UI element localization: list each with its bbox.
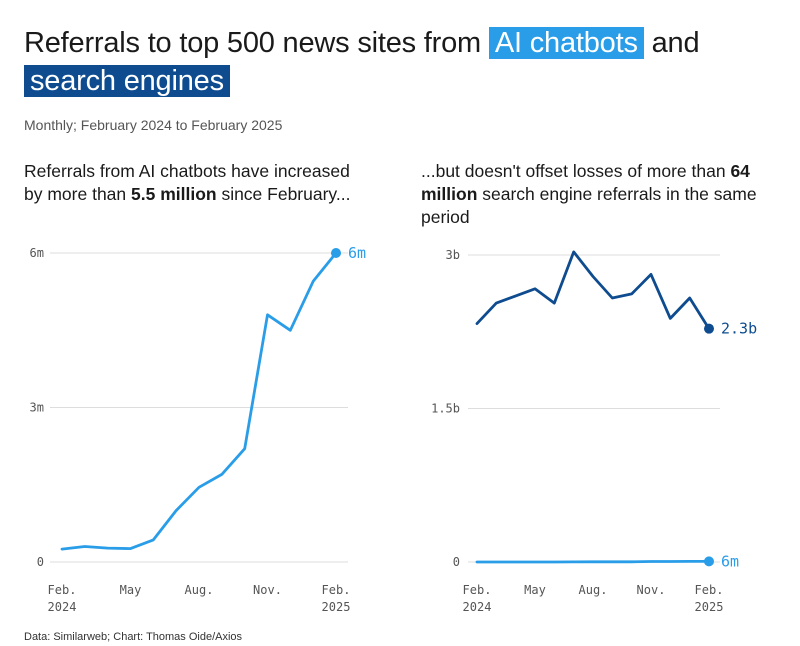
right-series-ai-chatbots-line (475, 560, 711, 564)
right-series-search-engines-end-point (704, 323, 714, 334)
left-x-tick-label: Aug. (185, 583, 214, 597)
right-panel-heading: ...but doesn't offset losses of more tha… (421, 160, 766, 229)
right-series-search-engines-end-label: 2.3b (721, 320, 757, 338)
left-heading-bold: 5.5 million (131, 184, 217, 204)
right-y-tick-label: 0 (453, 555, 460, 569)
left-series-ai-chatbots-line (60, 251, 338, 551)
left-panel-heading: Referrals from AI chatbots have increase… (24, 160, 369, 206)
right-x-tick-label: Feb. (695, 583, 724, 597)
right-heading-text-2: search engine referrals in the same peri… (421, 184, 757, 227)
right-x-tick-label: May (524, 583, 546, 597)
chart-subtitle: Monthly; February 2024 to February 2025 (24, 117, 283, 133)
right-heading-text-1: ...but doesn't offset losses of more tha… (421, 161, 731, 181)
right-x-tick-label: Aug. (579, 583, 608, 597)
right-heading-bold: 64 million (421, 161, 750, 204)
title-highlight-search-engines: search engines (24, 65, 230, 97)
right-series-search-engines-line (475, 250, 711, 331)
left-series-ai-chatbots-end-label: 6m (348, 244, 366, 262)
title-part-1: Referrals to top 500 news sites from (24, 27, 481, 59)
left-x-tick-year: 2025 (322, 600, 351, 614)
left-x-tick-label: Feb. (48, 583, 77, 597)
right-y-tick-label: 3b (446, 248, 460, 262)
left-series-ai-chatbots-end-point (331, 248, 341, 258)
left-x-tick-label: Nov. (253, 583, 282, 597)
right-series-ai-chatbots-end-point (704, 556, 714, 567)
right-x-tick-label: Feb. (463, 583, 492, 597)
left-y-tick-label: 6m (30, 246, 44, 260)
left-x-tick-label: May (120, 583, 142, 597)
left-y-tick-label: 3m (30, 401, 44, 415)
right-x-tick-year: 2025 (695, 600, 724, 614)
right-x-tick-year: 2024 (463, 600, 492, 614)
left-x-tick-year: 2024 (48, 600, 77, 614)
right-y-tick-label: 1.5b (431, 402, 460, 416)
left-x-tick-label: Feb. (322, 583, 351, 597)
title-part-2: and (651, 27, 700, 59)
title-highlight-ai-chatbots: AI chatbots (488, 27, 644, 59)
right-series-ai-chatbots-end-label: 6m (721, 552, 739, 570)
source-credit: Data: Similarweb; Chart: Thomas Oide/Axi… (24, 631, 243, 643)
right-x-tick-label: Nov. (637, 583, 666, 597)
chart-title: Referrals to top 500 news sites from AI … (24, 24, 784, 100)
left-heading-text-1: Referrals from AI chatbots have increase… (24, 161, 350, 204)
left-heading-text-2: since February... (216, 184, 351, 204)
left-y-tick-label: 0 (37, 555, 44, 569)
